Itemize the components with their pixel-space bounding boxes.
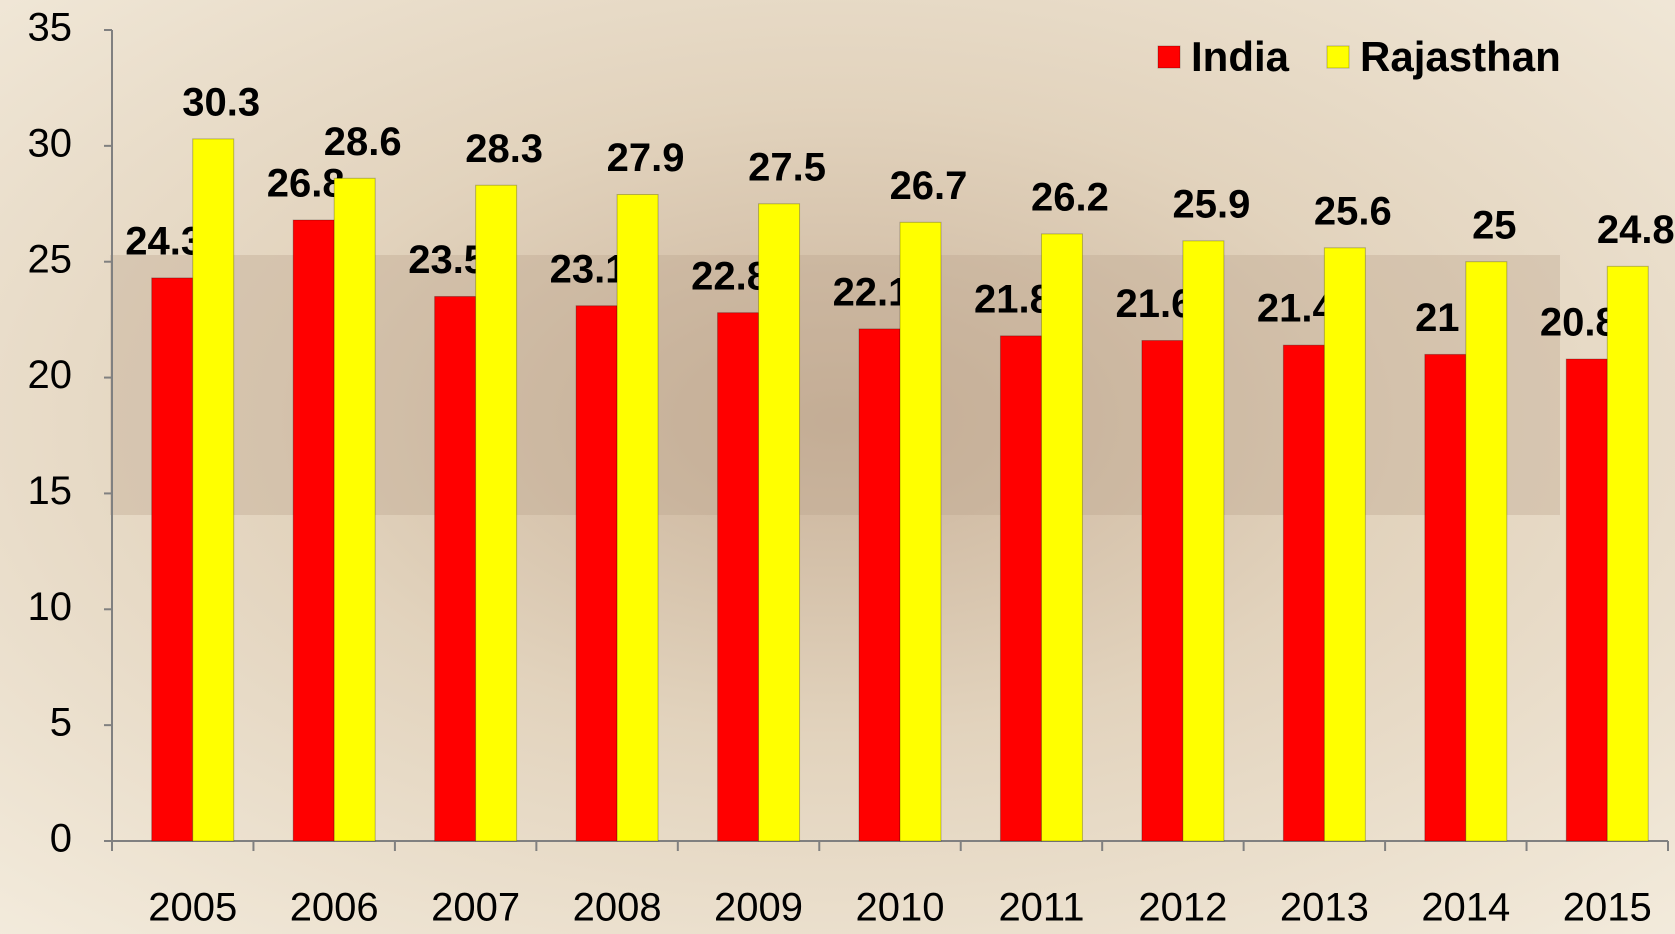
bar <box>435 296 476 841</box>
y-tick-label: 5 <box>50 701 72 745</box>
x-tick-label: 2006 <box>290 886 379 930</box>
value-label: 24.8 <box>1597 208 1675 252</box>
bar <box>617 195 658 841</box>
bar <box>900 222 941 841</box>
value-label: 25 <box>1472 203 1517 247</box>
value-label: 21.6 <box>1115 282 1193 326</box>
value-label: 20.8 <box>1540 301 1618 345</box>
x-tick-label: 2009 <box>714 886 803 930</box>
bar <box>334 178 375 841</box>
value-label: 28.3 <box>465 127 543 171</box>
x-tick-label: 2005 <box>148 886 237 930</box>
bar <box>1183 241 1224 841</box>
value-label: 30.3 <box>182 80 260 124</box>
value-label: 21 <box>1415 296 1460 340</box>
bar <box>193 139 234 841</box>
legend-swatch <box>1327 46 1349 68</box>
bar <box>1142 340 1183 841</box>
bar <box>293 220 334 841</box>
bar <box>1283 345 1324 841</box>
bar <box>476 185 517 841</box>
value-label: 25.6 <box>1314 189 1392 233</box>
legend-swatch <box>1158 46 1180 68</box>
value-label: 26.2 <box>1031 175 1109 219</box>
x-tick-label: 2011 <box>998 886 1084 930</box>
value-label: 23.1 <box>550 247 628 291</box>
value-label: 21.4 <box>1257 287 1336 331</box>
page: 0 5 10 15 20 25 30 35 2005 24.3 30.3 2006 26.828.6 20… <box>0 0 1675 934</box>
x-tick-label: 2007 <box>431 886 520 930</box>
x-tick-label: 2014 <box>1421 886 1510 930</box>
y-tick-label: 20 <box>28 353 73 397</box>
x-tick-label: 2015 <box>1563 886 1652 930</box>
bar <box>152 278 193 841</box>
value-label: 25.9 <box>1172 182 1250 226</box>
bar <box>576 306 617 841</box>
y-tick-label: 35 <box>28 6 73 50</box>
x-tick-label: 2010 <box>856 886 945 930</box>
value-label: 26.8 <box>267 162 345 206</box>
bar <box>1324 248 1365 841</box>
y-tick-label: 30 <box>28 121 73 165</box>
value-label: 22.8 <box>691 254 769 298</box>
x-tick-label: 2013 <box>1280 886 1369 930</box>
legend-label: India <box>1191 33 1290 80</box>
bar <box>859 329 900 841</box>
bar <box>1041 234 1082 841</box>
bar <box>1466 262 1507 841</box>
value-label: 23.5 <box>408 238 486 282</box>
chart: 0 5 10 15 20 25 30 35 2005 24.3 30.3 2006 26.828.6 20… <box>0 0 1675 934</box>
value-label: 28.6 <box>324 120 402 164</box>
legend-label: Rajasthan <box>1360 33 1561 80</box>
x-tick-label: 2008 <box>573 886 662 930</box>
value-label: 22.1 <box>833 270 911 314</box>
bar <box>1425 354 1466 841</box>
y-tick-label: 25 <box>28 237 73 281</box>
value-label: 24.3 <box>125 219 203 263</box>
y-tick-label: 10 <box>28 585 73 629</box>
bar <box>1607 266 1648 841</box>
bar <box>759 204 800 841</box>
bar <box>1000 336 1041 841</box>
bar <box>718 313 759 841</box>
y-tick-label: 15 <box>28 469 73 513</box>
value-label: 21.8 <box>974 277 1052 321</box>
x-tick-label: 2012 <box>1138 886 1227 930</box>
bar <box>1566 359 1607 841</box>
value-label: 26.7 <box>890 164 968 208</box>
y-tick-label: 0 <box>50 817 72 861</box>
value-label: 27.9 <box>607 136 685 180</box>
value-label: 27.5 <box>748 145 826 189</box>
